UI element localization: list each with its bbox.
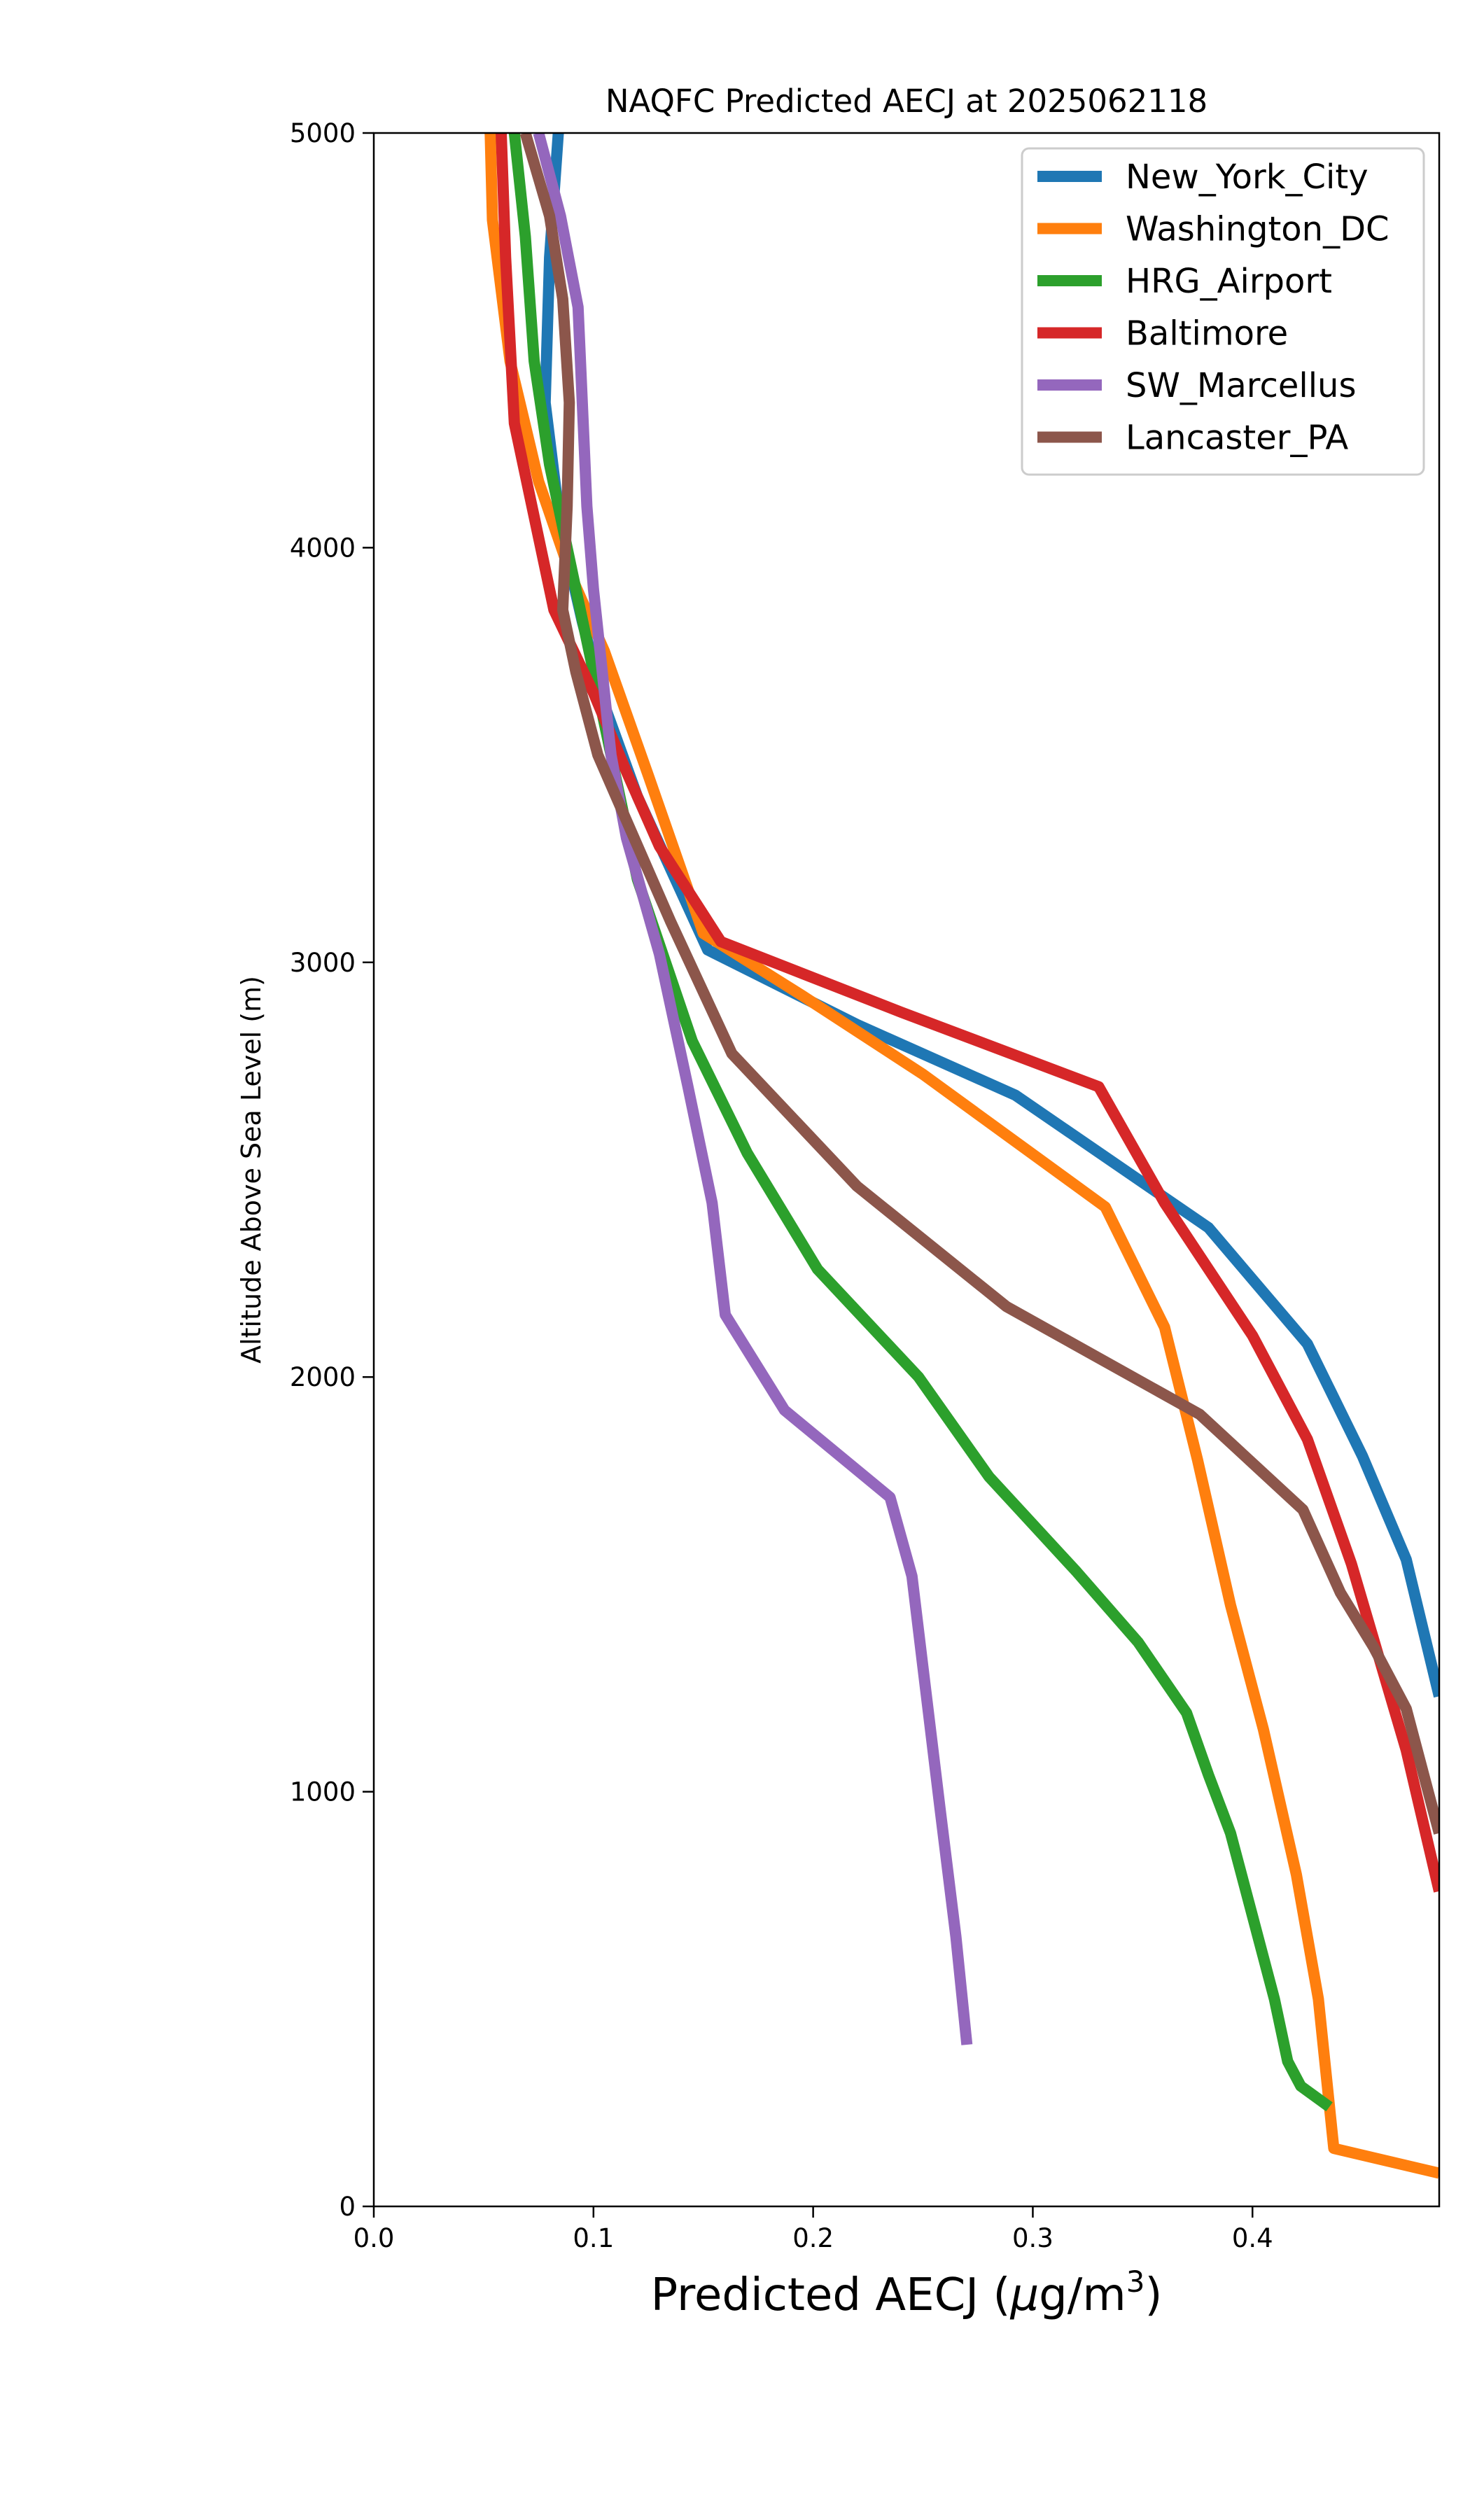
chart-title: NAQFC Predicted AECJ at 2025062118 xyxy=(606,83,1208,120)
legend-label: New_York_City xyxy=(1126,158,1368,197)
series-line-washington-dc xyxy=(484,133,1439,2179)
x-tick-label: 0.1 xyxy=(573,2223,614,2253)
series-line-sw-marcellus xyxy=(533,133,973,2045)
plot-frame xyxy=(372,132,1441,2208)
y-tick-label: 3000 xyxy=(290,948,356,978)
y-tick-label: 4000 xyxy=(290,533,356,563)
y-tick-label: 2000 xyxy=(290,1362,356,1392)
legend: New_York_City Washington_DC HRG_Airport Bal… xyxy=(1021,147,1425,476)
x-tick-label: 0.4 xyxy=(1232,2223,1273,2253)
legend-label: HRG_Airport xyxy=(1126,262,1332,301)
y-axis: 0 1000 2000 3000 4000 5000 xyxy=(290,118,374,2222)
y-tick-label: 0 xyxy=(339,2192,356,2222)
series-line-baltimore xyxy=(496,133,1439,1893)
legend-label: SW_Marcellus xyxy=(1126,366,1356,405)
y-tick-label: 1000 xyxy=(290,1777,356,1807)
series-line-hrg-airport xyxy=(508,133,1333,2112)
legend-label: Washington_DC xyxy=(1126,210,1390,249)
x-axis-label: Predicted AECJ (μg/m3) xyxy=(651,2264,1163,2321)
x-tick-label: 0.2 xyxy=(792,2223,834,2253)
legend-label: Lancaster_PA xyxy=(1126,419,1348,458)
y-axis-label: Altitude Above Sea Level (m) xyxy=(236,976,267,1364)
x-axis: 0.0 0.1 0.2 0.3 0.4 xyxy=(354,2206,1273,2253)
legend-box xyxy=(1021,147,1425,476)
x-tick-label: 0.0 xyxy=(354,2223,395,2253)
series-layer xyxy=(484,133,1439,2179)
legend-label: Baltimore xyxy=(1126,314,1288,354)
series-line-lancaster-pa xyxy=(519,133,1439,1835)
x-tick-label: 0.3 xyxy=(1012,2223,1054,2253)
y-tick-label: 5000 xyxy=(290,118,356,148)
